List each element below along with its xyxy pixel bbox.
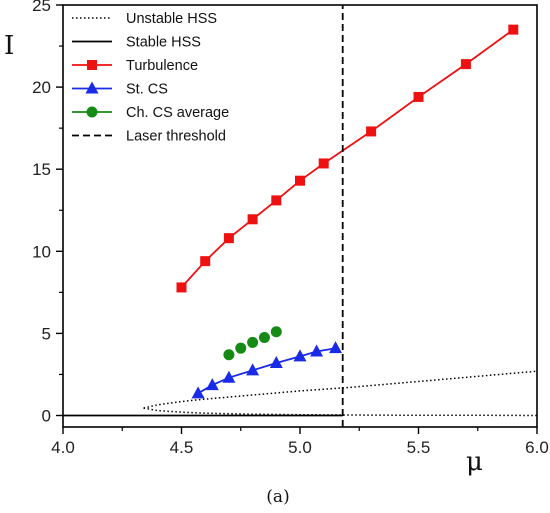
legend-label: Ch. CS average: [126, 105, 229, 121]
y-tick-label: 0: [42, 407, 51, 426]
data-point: [269, 355, 283, 368]
y-tick-label: 10: [32, 242, 51, 261]
legend-label: Turbulence: [126, 58, 198, 74]
series-line: [143, 370, 538, 409]
data-point: [413, 91, 424, 102]
data-point: [329, 341, 343, 354]
data-point: [295, 175, 305, 186]
data-point: [222, 370, 236, 383]
data-point: [205, 378, 219, 391]
legend-label: Unstable HSS: [126, 11, 217, 27]
y-axis-label: I: [4, 31, 14, 61]
data-point: [366, 126, 377, 137]
legend-marker: [85, 81, 99, 94]
figure-caption: (a): [266, 487, 289, 507]
data-point: [271, 195, 282, 206]
legend-item: Ch. CS average: [72, 105, 229, 121]
legend-item: Laser threshold: [72, 129, 226, 145]
data-point: [460, 59, 471, 70]
legend-item: St. CS: [72, 81, 168, 98]
series-unstable-hss: [143, 370, 538, 417]
legend-item: Turbulence: [72, 58, 198, 74]
data-point: [258, 332, 270, 344]
legend-marker: [86, 106, 98, 118]
y-tick-label: 5: [42, 324, 51, 343]
legend-label: St. CS: [126, 82, 168, 98]
legend-item: Unstable HSS: [72, 11, 217, 27]
data-point: [223, 349, 235, 361]
data-point: [223, 233, 234, 244]
data-point: [247, 336, 259, 348]
series-line: [143, 407, 538, 417]
y-tick-label: 15: [32, 160, 51, 179]
legend-marker: [87, 60, 97, 70]
series-st-cs: [191, 341, 343, 399]
x-tick-label: 5.0: [288, 438, 312, 457]
series-turbulence: [176, 24, 519, 293]
data-point: [191, 386, 205, 399]
y-tick-label: 25: [32, 0, 51, 15]
x-tick-label: 5.5: [407, 438, 431, 457]
x-tick-label: 6.0: [525, 438, 549, 457]
x-tick-label: 4.0: [51, 438, 75, 457]
data-point: [310, 344, 324, 357]
series-ch-cs-average: [223, 326, 282, 361]
data-point: [235, 342, 247, 354]
x-axis-label: μ: [466, 447, 483, 477]
data-point: [247, 214, 258, 225]
legend-item: Stable HSS: [72, 35, 201, 51]
x-tick-label: 4.5: [170, 438, 194, 457]
data-point: [200, 256, 211, 267]
data-point: [508, 24, 519, 35]
legend-label: Stable HSS: [126, 35, 201, 51]
data-point: [318, 158, 329, 169]
data-point: [246, 363, 260, 376]
legend-label: Laser threshold: [126, 129, 226, 145]
data-point: [293, 349, 307, 362]
data-point: [270, 326, 282, 338]
data-point: [176, 282, 187, 293]
y-tick-label: 20: [32, 78, 51, 97]
